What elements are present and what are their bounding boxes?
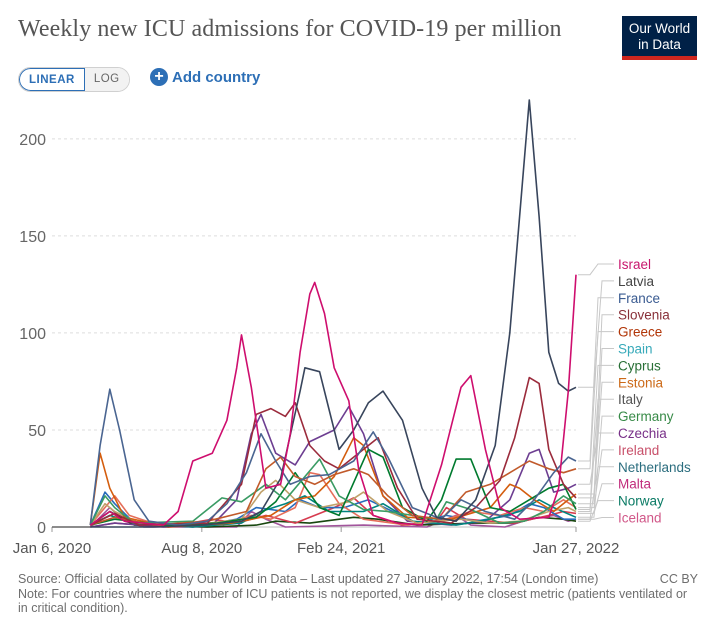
scale-toggle: LINEAR LOG — [18, 67, 130, 92]
legend-leader-line — [578, 517, 614, 520]
y-tick-label: 100 — [19, 326, 46, 343]
legend-label-greece: Greece — [618, 325, 662, 340]
series-line-greece — [90, 456, 577, 526]
series-line-slovenia — [89, 376, 577, 526]
footer: Source: Official data collated by Our Wo… — [18, 572, 698, 616]
series-line-france — [89, 388, 577, 526]
y-tick-label: 150 — [19, 229, 46, 246]
legend-leader-line — [578, 331, 614, 470]
logo-accent-bar — [622, 56, 697, 60]
legend-label-israel: Israel — [618, 257, 651, 272]
legend-label-estonia: Estonia — [618, 375, 664, 390]
logo-line-1: Our World — [628, 21, 691, 36]
series-line-latvia — [90, 99, 577, 528]
logo-line-2: in Data — [638, 37, 681, 52]
legend-label-slovenia: Slovenia — [618, 308, 670, 323]
source-text: Source: Official data collated by Our Wo… — [18, 572, 599, 586]
legend-label-iceland: Iceland — [618, 511, 662, 526]
legend-leader-line — [578, 297, 614, 462]
owid-logo[interactable]: Our World in Data — [622, 16, 697, 60]
legend-label-norway: Norway — [618, 494, 664, 509]
legend-leader-line — [578, 381, 614, 495]
legend-leader-line — [578, 314, 614, 499]
linear-scale-button[interactable]: LINEAR — [19, 68, 85, 91]
legend-label-netherlands: Netherlands — [618, 460, 691, 475]
legend-leader-line — [578, 348, 614, 505]
note-text: Note: For countries where the number of … — [18, 586, 688, 616]
legend-leader-line — [578, 364, 614, 510]
legend-label-italy: Italy — [618, 392, 643, 407]
y-tick-label: 200 — [19, 132, 46, 149]
series-line-israel — [89, 274, 577, 526]
legend-label-spain: Spain — [618, 342, 653, 357]
license-link[interactable]: CC BY — [659, 572, 698, 586]
add-country-button[interactable]: + Add country — [150, 68, 260, 86]
legend-leader-line — [578, 449, 614, 509]
legend-leader-line — [578, 398, 614, 512]
plus-circle-icon: + — [150, 68, 168, 86]
x-tick-label: Jan 27, 2022 — [533, 540, 620, 557]
series-line-italy — [89, 479, 577, 526]
y-tick-label: 0 — [37, 520, 46, 537]
legend-leader-line — [578, 483, 614, 514]
legend-label-malta: Malta — [618, 477, 652, 492]
x-tick-label: Aug 8, 2020 — [161, 540, 242, 557]
legend-leader-line — [578, 432, 614, 485]
legend-label-latvia: Latvia — [618, 274, 655, 289]
legend-label-ireland: Ireland — [618, 443, 659, 458]
legend-label-germany: Germany — [618, 409, 674, 424]
line-chart: 0 50 100 150 200 Jan 6, 2020 Aug 8, 2020 Feb 24… — [13, 99, 691, 557]
legend-label-czechia: Czechia — [618, 426, 667, 441]
legend-leader-line — [578, 500, 614, 522]
chart-title: Weekly new ICU admissions for COVID-19 p… — [18, 16, 562, 42]
legend-label-france: France — [618, 291, 660, 306]
y-tick-label: 50 — [28, 423, 46, 440]
log-scale-button[interactable]: LOG — [84, 68, 129, 91]
series-line-czechia — [90, 405, 577, 528]
legend-label-cyprus: Cyprus — [618, 358, 661, 373]
series-line-cyprus — [90, 448, 577, 526]
x-tick-label: Jan 6, 2020 — [13, 540, 91, 557]
add-country-label: Add country — [172, 68, 261, 86]
legend-leader-line — [578, 263, 614, 276]
x-tick-label: Feb 24, 2021 — [297, 540, 385, 557]
